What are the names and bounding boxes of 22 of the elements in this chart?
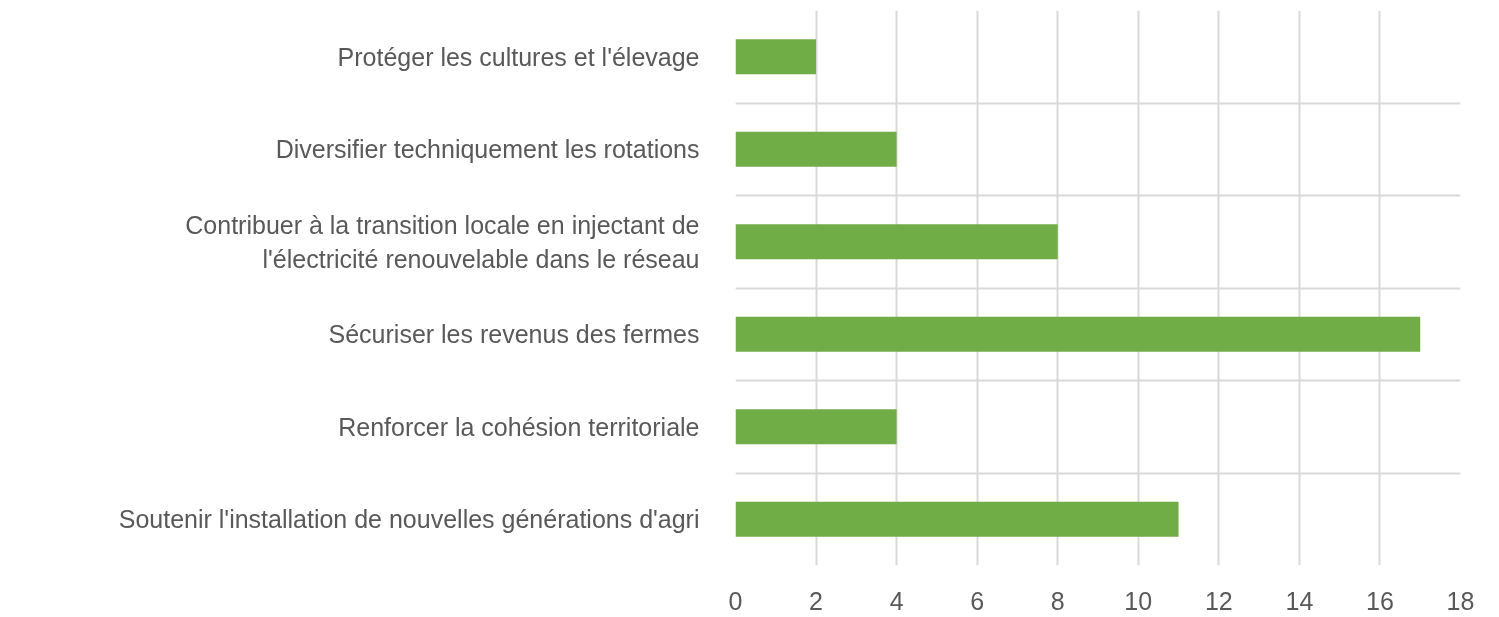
- x-tick-label: 8: [1050, 586, 1065, 615]
- bar: [735, 224, 1058, 260]
- bar: [735, 316, 1421, 352]
- x-tick-label: 0: [728, 586, 743, 615]
- x-tick-label: 6: [970, 586, 985, 615]
- bar: [735, 409, 897, 445]
- bar: [735, 39, 817, 75]
- x-tick-label: 18: [1446, 586, 1475, 615]
- bar: [735, 131, 897, 167]
- y-tick-label: Protéger les cultures et l'élevage: [337, 42, 700, 71]
- x-tick-label: 4: [889, 586, 904, 615]
- y-tick-label: Sécuriser les revenus des fermes: [328, 320, 700, 349]
- x-tick-label: 16: [1366, 586, 1394, 615]
- x-tick-label: 2: [809, 586, 824, 615]
- y-tick-label: Renforcer la cohésion territoriale: [338, 412, 700, 441]
- y-tick-label: Contribuer à la transition locale en injectant de l'électricité renouvelable dans le réseau: [185, 210, 700, 273]
- x-tick-label: 10: [1124, 586, 1153, 615]
- y-tick-label: Soutenir l'installation de nouvelles générations d'agri: [118, 505, 700, 534]
- x-tick-label: 12: [1204, 586, 1233, 615]
- bar: [735, 501, 1179, 537]
- x-tick-label: 14: [1285, 586, 1314, 615]
- y-tick-label: Diversifier techniquement les rotations: [275, 135, 700, 164]
